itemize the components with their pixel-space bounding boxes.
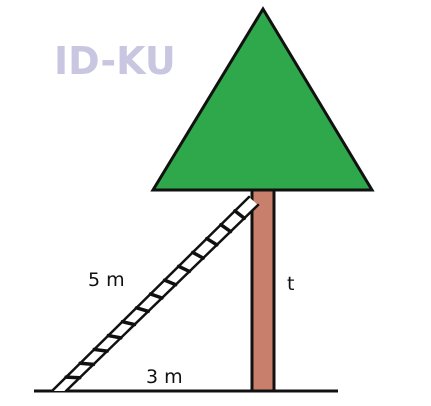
tree-trunk xyxy=(250,186,276,393)
ladder-rung xyxy=(148,292,164,300)
watermark-logo: ID-KU xyxy=(54,39,176,83)
ground-distance-label: 3 m xyxy=(146,366,183,388)
ladder-rung xyxy=(219,222,233,234)
ladder-rung xyxy=(120,319,137,327)
ladder-rung xyxy=(176,264,192,274)
tree-canopy xyxy=(150,6,375,192)
ladder-rail-left xyxy=(50,195,251,393)
ladder-rung xyxy=(92,347,109,353)
height-label: t xyxy=(287,273,294,295)
ladder-rung xyxy=(233,209,247,221)
ladder-rung xyxy=(134,306,151,314)
ladder-rung xyxy=(78,361,96,367)
ladder-rail-right xyxy=(64,203,260,393)
ladder-rung xyxy=(205,236,219,247)
ladder-rung xyxy=(190,250,205,260)
ladder-rung xyxy=(162,278,178,287)
ladder-rung xyxy=(64,375,82,380)
ladder xyxy=(50,195,260,393)
ladder-rung xyxy=(106,333,123,340)
ladder-length-label: 5 m xyxy=(88,269,125,291)
